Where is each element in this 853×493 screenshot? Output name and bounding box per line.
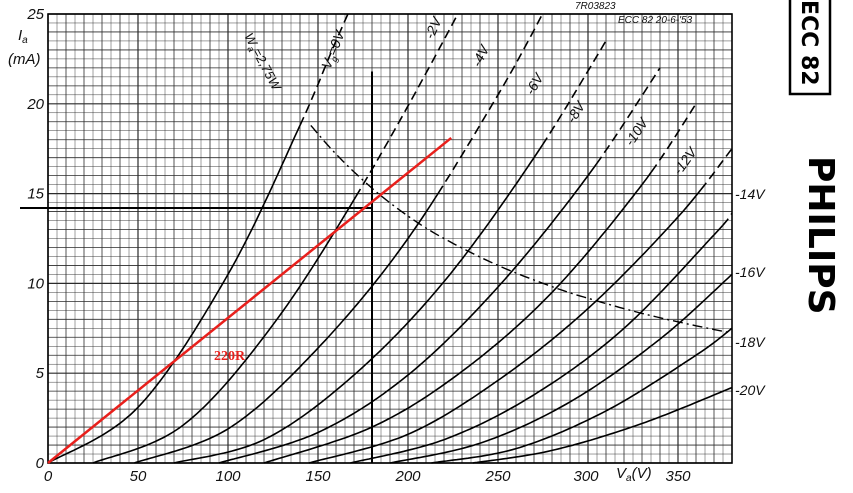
curve-line	[92, 196, 357, 464]
load-line	[47, 136, 452, 464]
brand-logo: PHILIPS	[800, 156, 841, 315]
tube-label-box: ECC 82	[788, 0, 832, 96]
y-tick-label: 25	[26, 6, 44, 23]
x-tick-label: 250	[484, 468, 511, 485]
y-tick-label: 15	[27, 186, 44, 203]
doc-code: 7R03823	[575, 1, 616, 12]
y-tick-label: 10	[27, 275, 44, 292]
curve-label: -18V	[735, 334, 766, 350]
y-tick-label: 5	[36, 365, 45, 382]
curve-line-dashed	[700, 148, 733, 191]
curve-line-dashed	[437, 13, 544, 194]
curve-label: -14V	[735, 186, 766, 202]
x-tick-label: 350	[665, 468, 691, 485]
curve-line	[431, 327, 733, 464]
characteristic-curves	[47, 13, 733, 464]
x-tick-label: 0	[44, 468, 53, 485]
curve-line-dashed	[650, 103, 697, 173]
tube-date: ECC 82 20-6-'53	[618, 15, 693, 26]
x-tick-label: 300	[573, 468, 599, 485]
x-tick-label: 200	[394, 468, 421, 485]
xlabel-va: Va(V)	[616, 465, 652, 484]
curve-line-dashed	[595, 67, 661, 165]
max-dissipation-curve	[310, 124, 733, 334]
curve-line	[218, 163, 597, 464]
y-tick-label: 0	[36, 455, 45, 472]
curve-line	[350, 225, 724, 464]
ylabel-ia: Ia	[18, 27, 28, 46]
curve-line	[173, 144, 543, 464]
tick-labels: 0 50 100 150 200 250 300 350 0 5 10 15 20 25	[26, 6, 691, 485]
curve-line-dashed	[355, 13, 459, 198]
curve-label: -16V	[735, 264, 766, 280]
curve-line	[389, 273, 733, 464]
x-tick-label: 100	[215, 468, 241, 485]
tube-label-frame	[788, 0, 832, 96]
curve-label: -20V	[735, 382, 766, 398]
ylabel-unit: (mA)	[8, 51, 41, 68]
load-line-label: 220R	[214, 349, 246, 364]
curve-line-dashed	[299, 13, 349, 126]
curve-line	[472, 386, 733, 464]
xlabel: Va(V)	[616, 465, 652, 484]
curve-line-dashed	[541, 40, 607, 146]
grid	[47, 13, 733, 464]
y-tick-label: 20	[26, 96, 44, 113]
x-tick-label: 50	[130, 468, 147, 485]
curve-line	[308, 189, 702, 464]
x-tick-label: 150	[305, 468, 331, 485]
load-line-group: 220R	[47, 136, 452, 464]
curve-line	[263, 171, 653, 464]
curve-line	[134, 193, 439, 464]
curve-line-dashed	[721, 212, 733, 227]
operating-point-markers	[20, 71, 373, 463]
ylabel: Ia (mA)	[8, 27, 41, 68]
tube-label: ECC 82	[796, 0, 821, 86]
